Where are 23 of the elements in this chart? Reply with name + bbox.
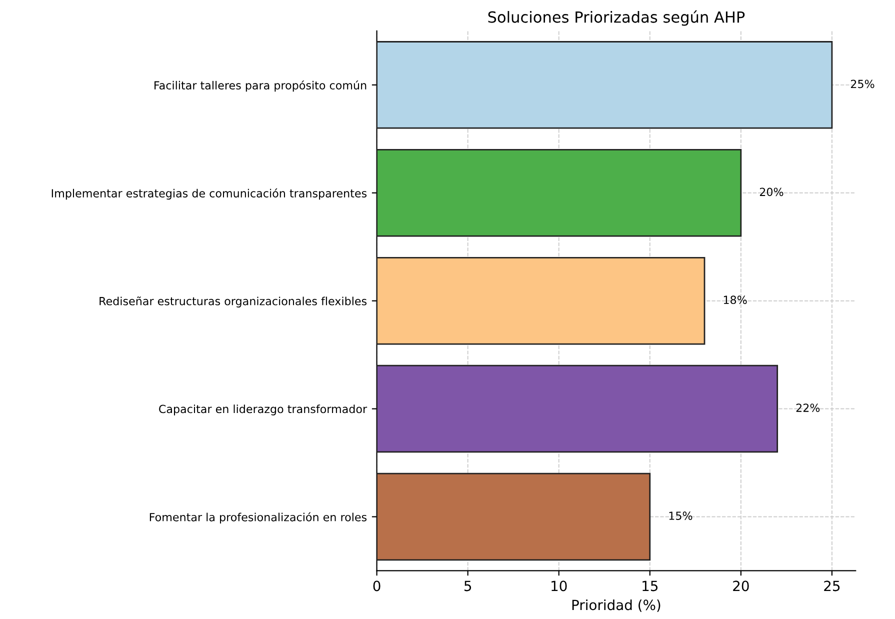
x-tick-label: 0 (373, 580, 380, 592)
data-label: 18% (724, 296, 747, 304)
y-tick-label: Fomentar la profesionalización en roles (150, 512, 367, 524)
x-tick-label: 10 (552, 580, 567, 592)
x-tick-label: 20 (733, 580, 749, 592)
chart-title: Soluciones Priorizadas según AHP (488, 10, 745, 26)
y-tick-label: Facilitar talleres para propósito común (154, 80, 366, 92)
x-axis-title: Prioridad (%) (572, 599, 660, 612)
x-tick-label: 15 (642, 580, 658, 592)
bar (376, 149, 742, 237)
bar (376, 256, 706, 345)
y-tick-label: Implementar estrategias de comunicación transparentes (52, 188, 367, 200)
bar (376, 472, 651, 561)
y-tick-label: Rediseñar estructuras organizacionales flexibles (100, 296, 367, 308)
y-tick-label: Capacitar en liderazgo transformador (159, 404, 368, 416)
x-tick-label: 25 (824, 580, 840, 592)
data-label: 20% (760, 188, 784, 196)
bar (376, 364, 778, 453)
bar (376, 41, 833, 129)
x-tick-label: 5 (464, 580, 472, 592)
data-label: 22% (796, 404, 820, 412)
data-label: 25% (850, 80, 874, 88)
data-label: 15% (669, 512, 692, 520)
